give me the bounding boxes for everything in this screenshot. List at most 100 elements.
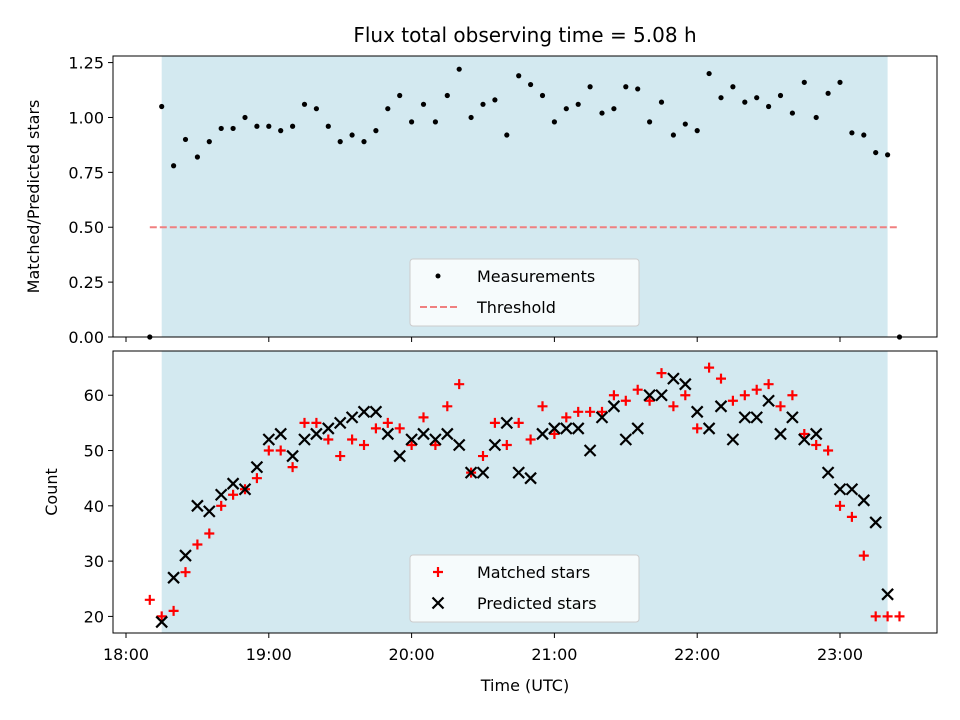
measurement-point	[670, 132, 677, 138]
predicted-star-point	[857, 494, 871, 507]
bottom-axes-frame	[112, 350, 938, 634]
bottom-y-tick-label: 50	[84, 442, 104, 461]
predicted-star-point	[250, 460, 264, 474]
measurement-point	[456, 66, 462, 72]
matched-star-point	[299, 417, 310, 428]
measurement-point	[623, 84, 629, 90]
legend-plus-glyph	[433, 567, 443, 577]
x-tick-label: 20:00	[389, 645, 435, 664]
measurement-point	[278, 128, 284, 134]
measurement-points	[147, 66, 903, 340]
measurement-point	[837, 79, 843, 85]
matched-star-point	[656, 368, 667, 379]
predicted-star-point	[464, 466, 478, 479]
measurement-point	[777, 92, 784, 99]
predicted-star-point	[381, 427, 395, 441]
predicted-star-point	[774, 427, 787, 441]
predicted-star-point	[452, 438, 466, 452]
measurement-point	[825, 90, 831, 96]
legend-predicted-marker	[431, 596, 445, 610]
matched-star-point	[251, 473, 262, 484]
top-y-tick-label: 1.00	[68, 108, 104, 127]
measurement-point	[373, 128, 379, 134]
predicted-star-point	[536, 427, 549, 441]
measurement-point	[706, 70, 712, 77]
bottom-panel: 20 30 40 50 60 18:00 19:00 20:00 21:00 22:00 23:0…	[42, 350, 938, 695]
measurement-point	[885, 152, 891, 158]
matched-star-point	[739, 390, 750, 401]
measurement-point	[551, 119, 558, 125]
predicted-star-point	[488, 438, 502, 452]
matched-star-point	[370, 423, 381, 434]
measurement-point	[694, 128, 700, 134]
predicted-star-points	[155, 372, 894, 629]
measurement-point	[563, 106, 569, 112]
measurement-point	[873, 149, 879, 156]
predicted-star-point	[357, 405, 371, 419]
matched-star-point	[775, 401, 786, 412]
matched-star-point	[311, 417, 322, 428]
bottom-y-tick-label: 30	[84, 552, 104, 571]
predicted-star-point	[512, 466, 525, 479]
predicted-star-point	[798, 433, 811, 446]
bottom-y-axis-label: Count	[42, 468, 61, 516]
predicted-star-point	[595, 411, 609, 424]
matched-star-point	[287, 462, 298, 473]
matched-star-point	[513, 417, 524, 428]
matched-star-point	[823, 445, 834, 456]
matched-star-point	[394, 423, 405, 434]
predicted-star-point	[809, 427, 823, 441]
predicted-star-point	[619, 433, 633, 446]
top-legend: Measurements Threshold	[409, 258, 640, 327]
matched-star-point	[787, 390, 798, 401]
measurement-point	[492, 97, 498, 103]
top-y-ticks: 0.00 0.25 0.50 0.75 1.00 1.25	[68, 54, 113, 347]
matched-star-point	[275, 445, 286, 456]
matched-star-point	[204, 528, 215, 539]
predicted-star-point	[214, 488, 228, 502]
matched-star-point	[668, 401, 679, 412]
predicted-star-point	[429, 433, 442, 446]
matched-star-point	[632, 384, 643, 395]
matched-star-point	[442, 401, 453, 412]
matched-star-point	[454, 379, 465, 390]
predicted-star-point	[167, 571, 180, 584]
measurement-point	[206, 139, 212, 145]
measurement-point	[409, 119, 415, 125]
predicted-star-point	[548, 422, 561, 435]
predicted-star-point	[690, 405, 704, 419]
measurement-point	[420, 101, 427, 107]
matched-star-point	[180, 567, 191, 578]
legend-matched-marker	[433, 567, 443, 577]
matched-star-point	[501, 440, 512, 450]
matched-star-point	[263, 445, 274, 456]
top-legend-box	[409, 258, 640, 327]
matched-star-point	[192, 539, 203, 550]
legend-measurements-marker	[435, 273, 441, 279]
legend-matched-label: Matched stars	[477, 563, 590, 582]
measurement-point	[444, 92, 450, 99]
measurement-point	[194, 154, 200, 160]
measurement-point	[432, 119, 438, 125]
predicted-star-point	[667, 372, 680, 385]
matched-star-point	[620, 395, 631, 406]
matched-star-point	[323, 434, 334, 445]
predicted-star-point	[702, 422, 716, 435]
measurement-point	[516, 73, 522, 79]
matched-star-point	[525, 434, 536, 445]
predicted-star-point	[583, 444, 597, 457]
top-y-tick-label: 0.25	[68, 273, 104, 292]
matched-star-point	[608, 390, 619, 401]
top-y-tick-label: 0.00	[68, 328, 104, 347]
measurement-point	[325, 123, 331, 129]
matched-star-point	[894, 611, 905, 622]
predicted-star-point	[726, 433, 740, 446]
matched-star-point	[216, 500, 227, 511]
x-tick-label: 22:00	[674, 645, 720, 664]
matched-star-point	[716, 373, 726, 384]
measurement-point	[397, 92, 403, 99]
predicted-star-point	[560, 422, 573, 435]
measurement-point	[242, 114, 248, 121]
matched-star-point	[811, 440, 822, 450]
legend-measurements-label: Measurements	[477, 267, 595, 286]
